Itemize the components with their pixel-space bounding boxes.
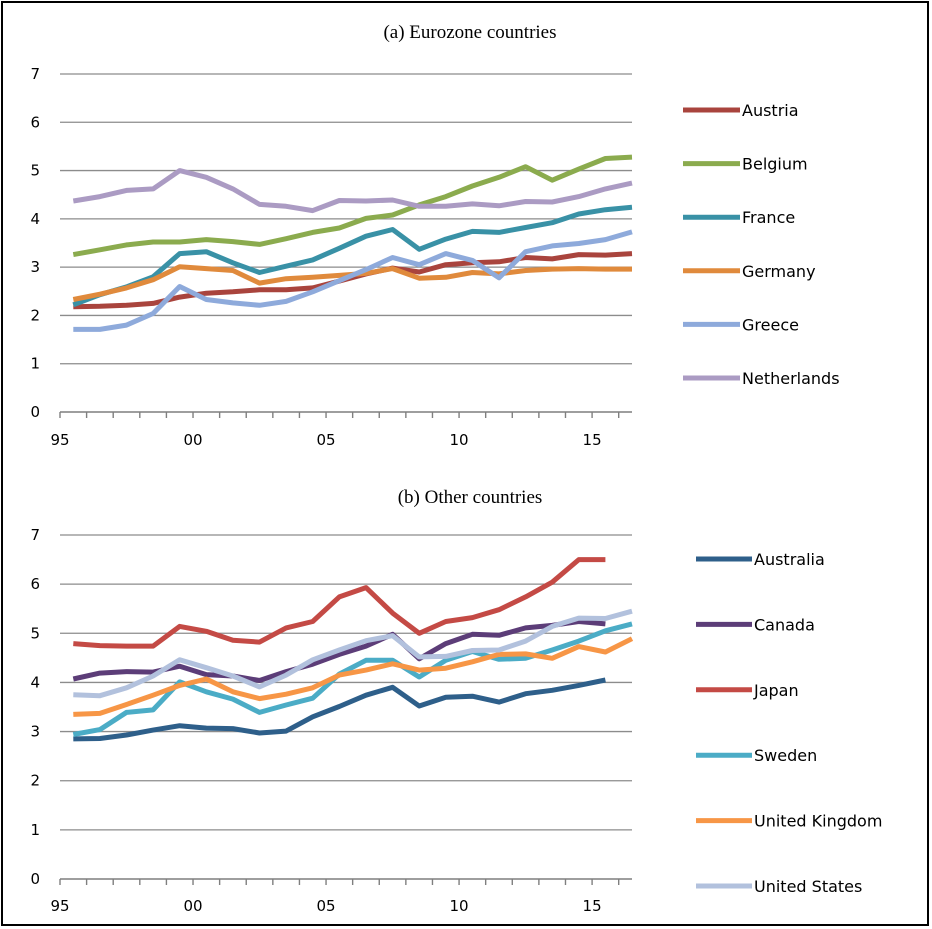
chart-title: (b) Other countries: [398, 487, 543, 508]
x-tick-label: 10: [450, 897, 469, 915]
y-tick-label: 6: [30, 113, 40, 131]
legend-label: Belgium: [742, 155, 808, 174]
series-line-australia: [73, 677, 606, 742]
y-tick-label: 0: [30, 403, 40, 421]
series-line-belgium: [72, 154, 633, 258]
x-tick-label: 00: [183, 897, 202, 915]
legend-item: Belgium: [683, 155, 808, 174]
x-tick-label: 15: [583, 897, 602, 915]
y-tick-label: 1: [30, 355, 40, 373]
chart-panel-1: (a) Eurozone countries 0 1 2 3 4 5 6 7 95 00 05 10 15…: [30, 22, 839, 449]
y-tick-label: 6: [30, 575, 40, 593]
series-line-netherlands: [72, 168, 633, 214]
legend-item: Austria: [683, 101, 799, 120]
series-line-japan: [73, 557, 606, 649]
legend-item: Netherlands: [683, 369, 840, 388]
y-tick-label: 7: [30, 526, 40, 544]
legend-item: Sweden: [696, 746, 817, 765]
y-tick-label: 1: [30, 821, 40, 839]
legend-label: United Kingdom: [754, 812, 882, 831]
legend-label: Canada: [754, 615, 815, 634]
x-tick-label: 95: [50, 897, 69, 915]
y-tick-label: 3: [30, 258, 40, 276]
x-tick-label: 95: [50, 431, 69, 449]
legend-item: Australia: [696, 550, 825, 569]
chart-title: (a) Eurozone countries: [383, 22, 556, 43]
legend-item: Canada: [696, 615, 815, 634]
series-line-france: [72, 204, 633, 308]
chart-panel-2: (b) Other countries 0 1 2 3 4 5 6 7 95 00 05 10 15 Aus…: [30, 487, 882, 915]
x-tick-label: 05: [316, 897, 335, 915]
y-tick-label: 5: [30, 624, 40, 642]
x-tick-label: 10: [450, 431, 469, 449]
y-tick-label: 4: [30, 210, 40, 228]
legend-item: United States: [696, 877, 862, 896]
legend-label: France: [742, 208, 795, 227]
legend-label: Germany: [742, 262, 816, 281]
y-tick-label: 5: [30, 162, 40, 180]
legend-item: Greece: [683, 315, 799, 334]
legend-label: Greece: [742, 315, 799, 334]
x-tick-label: 15: [583, 431, 602, 449]
y-tick-label: 3: [30, 723, 40, 741]
legend-item: United Kingdom: [696, 812, 882, 831]
legend-label: Australia: [754, 550, 825, 569]
series-line-greece: [73, 229, 633, 332]
y-tick-label: 7: [30, 65, 40, 83]
series-line-united-kingdom: [73, 636, 634, 717]
legend-item: Germany: [683, 262, 816, 281]
legend-item: Japan: [696, 681, 799, 700]
legend-label: United States: [754, 877, 862, 896]
series-line-united-states: [73, 608, 633, 699]
legend-label: Austria: [742, 101, 799, 120]
legend-item: France: [683, 208, 795, 227]
y-tick-label: 2: [30, 772, 40, 790]
legend-label: Sweden: [754, 746, 817, 765]
legend-label: Netherlands: [742, 369, 840, 388]
y-tick-label: 2: [30, 306, 40, 324]
y-tick-label: 0: [30, 870, 40, 888]
y-tick-label: 4: [30, 673, 40, 691]
legend-label: Japan: [753, 681, 799, 700]
x-tick-label: 05: [316, 431, 335, 449]
x-tick-label: 00: [183, 431, 202, 449]
